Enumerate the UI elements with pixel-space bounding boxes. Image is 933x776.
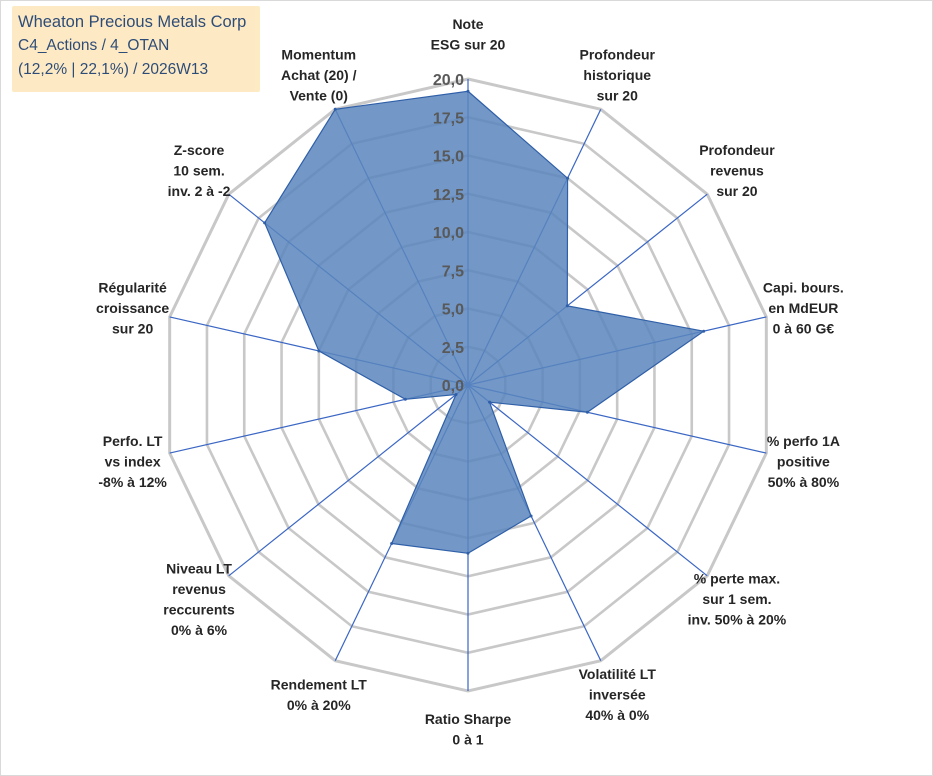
axis-label-line: 50% à 80%: [768, 474, 840, 490]
tick-label-7: 17,5: [433, 110, 464, 127]
axis-label-line: inv. 50% à 20%: [688, 612, 787, 628]
axis-label-6: Volatilité LT inversée 40% à 0%: [579, 666, 657, 723]
axis-label-line: 40% à 0%: [585, 707, 649, 723]
data-point-3: [702, 329, 706, 333]
axis-label-9: Niveau LT revenus reccurents 0% à 6%: [163, 560, 235, 638]
data-point-8: [390, 542, 394, 546]
axis-label-line: revenus: [710, 162, 764, 178]
axis-label-line: Régularité: [98, 280, 167, 296]
axis-label-4: % perfo 1A positive 50% à 80%: [767, 433, 840, 490]
tick-layer: 0,0 2,5 5,0 7,5 10,0 12,5 15,0 17,5 20,0: [433, 72, 464, 395]
axis-label-line: croissance: [96, 300, 169, 316]
axis-label-line: inv. 2 à -2: [168, 183, 231, 199]
axis-label-3: Capi. bours. en MdEUR 0 à 60 G€: [763, 280, 844, 337]
axis-label-2: Profondeur revenus sur 20: [699, 142, 775, 199]
axis-label-line: positive: [777, 453, 830, 469]
tick-label-3: 7,5: [442, 263, 464, 280]
axis-label-line: Vente (0): [290, 87, 348, 103]
data-point-12: [263, 221, 267, 225]
category-line: C4_Actions / 4_OTAN: [18, 37, 170, 54]
axis-label-10: Perfo. LT vs index -8% à 12%: [98, 433, 167, 490]
axis-label-line: Capi. bours.: [763, 280, 844, 296]
axis-label-8: Rendement LT 0% à 20%: [271, 676, 368, 713]
axis-label-7: Ratio Sharpe 0 à 1: [425, 711, 512, 748]
axis-label-line: Achat (20) /: [281, 67, 357, 83]
data-point-5: [488, 400, 492, 404]
axis-label-line: Momentum: [281, 46, 356, 62]
axis-label-line: sur 20: [716, 183, 757, 199]
axis-label-line: historique: [583, 67, 651, 83]
spoke-9: [228, 384, 469, 577]
tick-label-2: 5,0: [442, 302, 464, 319]
data-point-7: [466, 551, 470, 555]
axis-label-line: 0 à 1: [452, 732, 483, 748]
axis-label-line: revenus: [172, 581, 226, 597]
axis-label-12: Z-score 10 sem. inv. 2 à -2: [168, 142, 231, 199]
data-point-11: [317, 349, 321, 353]
label-layer: Note ESG sur 20 Profondeur historique sur 20…: [96, 16, 844, 748]
series-layer: [263, 89, 706, 555]
spoke-5: [467, 384, 708, 577]
axis-label-line: Ratio Sharpe: [425, 711, 512, 727]
data-point-9: [454, 393, 458, 397]
axis-label-line: 10 sem.: [173, 162, 224, 178]
tick-label-0: 0,0: [442, 378, 464, 395]
axis-label-line: Perfo. LT: [103, 433, 163, 449]
axis-label-line: Rendement LT: [271, 676, 368, 692]
axis-label-line: % perfo 1A: [767, 433, 840, 449]
data-point-2: [565, 304, 569, 308]
tick-label-5: 12,5: [433, 187, 464, 204]
axis-label-line: Profondeur: [699, 142, 775, 158]
axis-label-line: 0% à 20%: [287, 697, 351, 713]
axis-label-0: Note ESG sur 20: [431, 16, 506, 53]
data-point-10: [403, 397, 407, 401]
axis-label-line: vs index: [105, 453, 161, 469]
period-line: (12,2% | 22,1%) / 2026W13: [18, 61, 209, 78]
axis-label-line: Z-score: [174, 142, 225, 158]
company-name: Wheaton Precious Metals Corp: [18, 13, 247, 31]
axis-label-line: Niveau LT: [166, 560, 232, 576]
axis-label-line: ESG sur 20: [431, 37, 506, 53]
data-point-1: [566, 176, 570, 180]
tick-label-8: 20,0: [433, 72, 464, 89]
tick-label-4: 10,0: [433, 225, 464, 242]
axis-label-5: % perte max. sur 1 sem. inv. 50% à 20%: [688, 571, 787, 628]
axis-label-11: Régularité croissance sur 20: [96, 280, 169, 337]
tick-label-1: 2,5: [442, 340, 464, 357]
axis-label-line: Volatilité LT: [579, 666, 657, 682]
axis-label-line: % perte max.: [694, 571, 780, 587]
axis-label-line: reccurents: [163, 601, 235, 617]
axis-label-line: Note: [452, 16, 483, 32]
data-point-4: [585, 410, 589, 414]
data-series-area: [263, 90, 706, 554]
axis-label-line: inversée: [589, 687, 646, 703]
axis-label-line: sur 20: [112, 321, 153, 337]
axis-label-13: Momentum Achat (20) / Vente (0): [281, 46, 357, 103]
axis-label-line: sur 20: [597, 87, 638, 103]
info-box: Wheaton Precious Metals Corp C4_Actions …: [12, 6, 260, 92]
axis-label-line: en MdEUR: [768, 300, 838, 316]
tick-label-6: 15,0: [433, 149, 464, 166]
axis-label-1: Profondeur historique sur 20: [580, 46, 656, 103]
data-point-0: [466, 89, 470, 93]
axis-label-line: -8% à 12%: [98, 474, 167, 490]
data-point-13: [333, 107, 337, 111]
axis-label-line: sur 1 sem.: [702, 591, 771, 607]
axis-label-line: 0 à 60 G€: [773, 321, 835, 337]
data-point-6: [529, 514, 533, 518]
axis-label-line: Profondeur: [580, 46, 656, 62]
axis-label-line: 0% à 6%: [171, 622, 228, 638]
